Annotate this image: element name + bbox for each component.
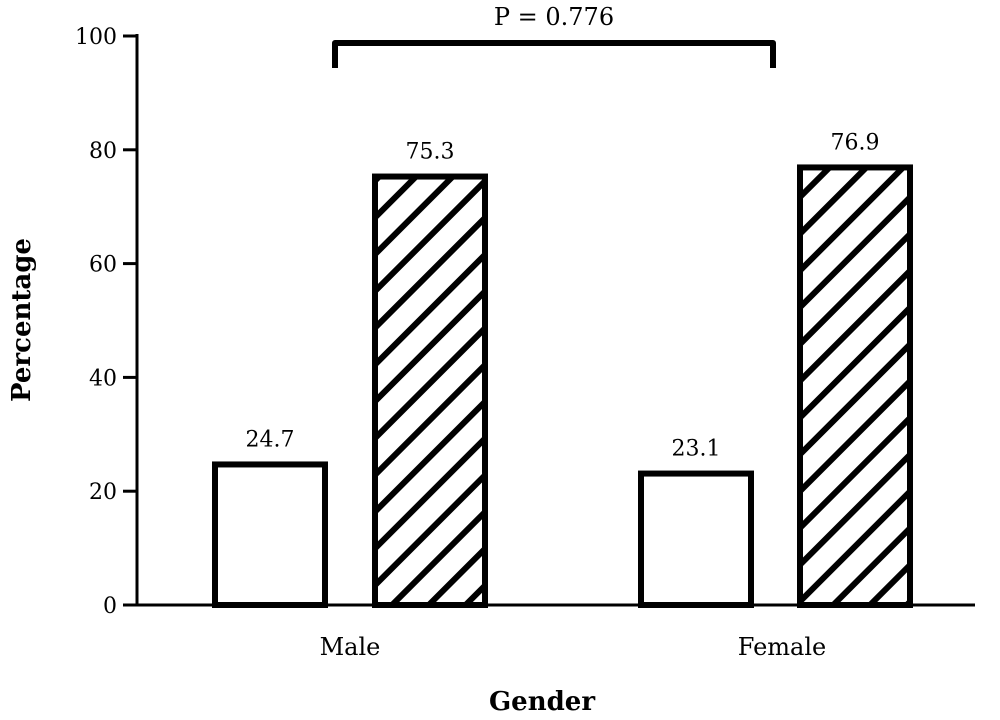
x-category-label: Male <box>320 633 381 661</box>
data-label: 76.9 <box>831 130 880 155</box>
p-value-annotation: P = 0.776 <box>494 3 614 31</box>
plot-area: 0 20 40 60 80 100 24.7 75.3 Male 23.1 76.9 Female P … <box>75 3 975 661</box>
data-label: 23.1 <box>672 437 721 462</box>
y-tick-label: 20 <box>89 480 117 505</box>
y-tick-label: 40 <box>89 366 117 391</box>
plain-bar-female <box>638 470 754 608</box>
y-tick-label: 60 <box>89 253 117 278</box>
significance-bracket <box>332 40 776 68</box>
y-axis-title: Percentage <box>7 238 37 402</box>
x-axis-title: Gender <box>489 687 595 717</box>
data-label: 24.7 <box>246 427 295 452</box>
hatched-bar-male <box>372 173 488 608</box>
x-category-label: Female <box>738 633 827 661</box>
plain-bar-male <box>212 461 328 608</box>
y-tick-label: 80 <box>89 139 117 164</box>
y-tick-label: 0 <box>103 594 117 619</box>
y-tick-label: 100 <box>75 25 117 50</box>
data-label: 75.3 <box>406 140 455 165</box>
hatched-bar-female <box>797 164 913 608</box>
